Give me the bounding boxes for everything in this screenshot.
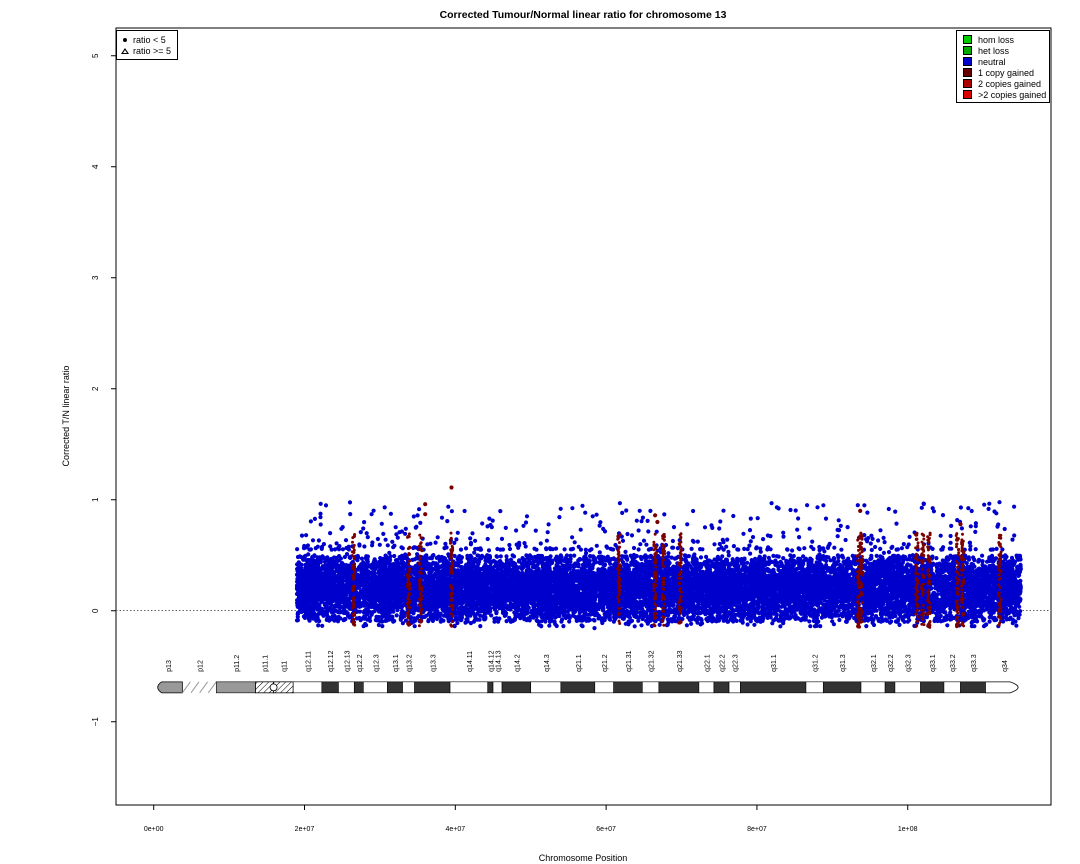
data-point-neutral [886,550,892,555]
data-point-neutral [666,551,671,556]
data-point-neutral [592,626,597,631]
data-point-neutral [1000,547,1005,552]
data-point-neutral [486,548,492,553]
chart-title: Corrected Tumour/Normal linear ratio for… [440,9,727,21]
data-point-neutral [748,551,753,556]
data-point-neutral [472,550,477,555]
data-point-neutral [726,549,731,555]
data-point-neutral [869,547,874,553]
plot-frame [115,27,1052,806]
data-points [294,485,1023,631]
data-point-neutral [344,552,350,557]
data-point-neutral [881,550,887,556]
data-point-neutral [790,548,795,553]
